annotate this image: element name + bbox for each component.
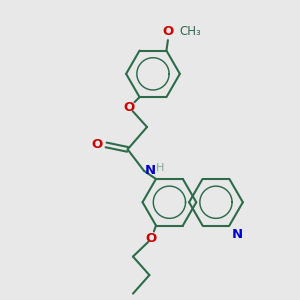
Text: H: H [156, 163, 164, 173]
Text: O: O [163, 25, 174, 38]
Text: CH₃: CH₃ [180, 25, 202, 38]
Text: N: N [145, 164, 156, 177]
Text: O: O [91, 137, 103, 151]
Text: O: O [146, 232, 157, 244]
Text: N: N [232, 228, 243, 241]
Text: O: O [124, 101, 135, 114]
